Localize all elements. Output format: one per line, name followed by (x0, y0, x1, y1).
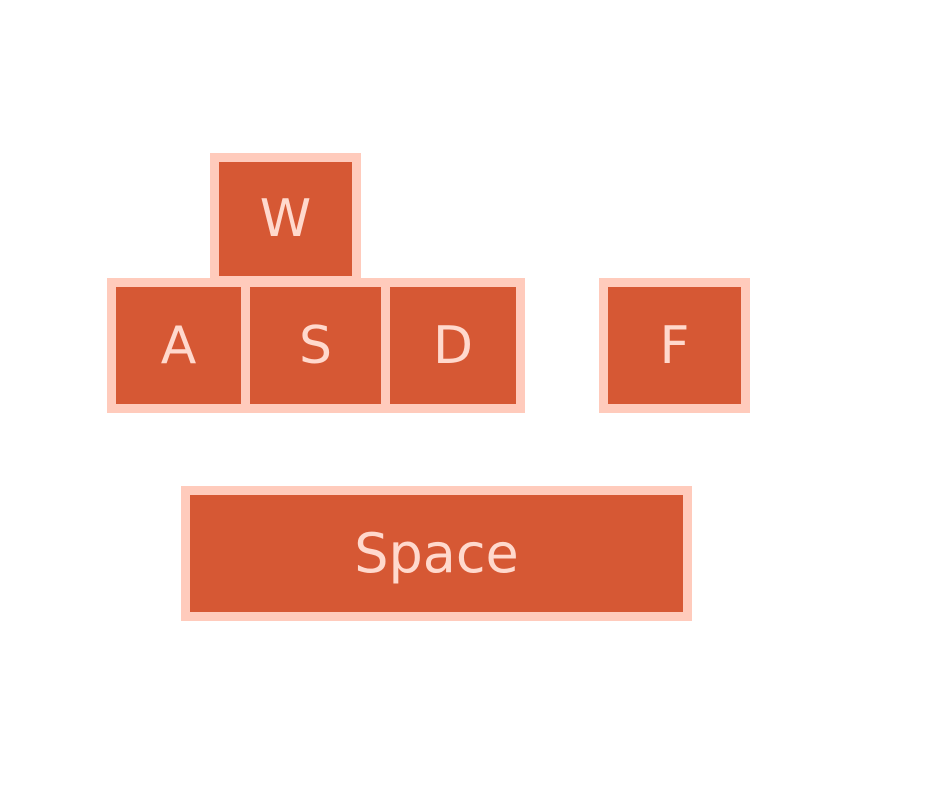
key-w[interactable]: W (210, 153, 361, 285)
key-a-label: A (160, 315, 197, 376)
key-d[interactable]: D (381, 278, 525, 413)
key-w-label: W (259, 189, 312, 249)
key-f-label: F (659, 315, 690, 376)
key-d-label: D (432, 315, 474, 376)
key-space[interactable]: Space (181, 486, 692, 621)
key-s-label: S (298, 315, 332, 376)
key-f[interactable]: F (599, 278, 750, 413)
key-s[interactable]: S (241, 278, 390, 413)
key-space-label: Space (354, 521, 519, 585)
key-a[interactable]: A (107, 278, 250, 413)
